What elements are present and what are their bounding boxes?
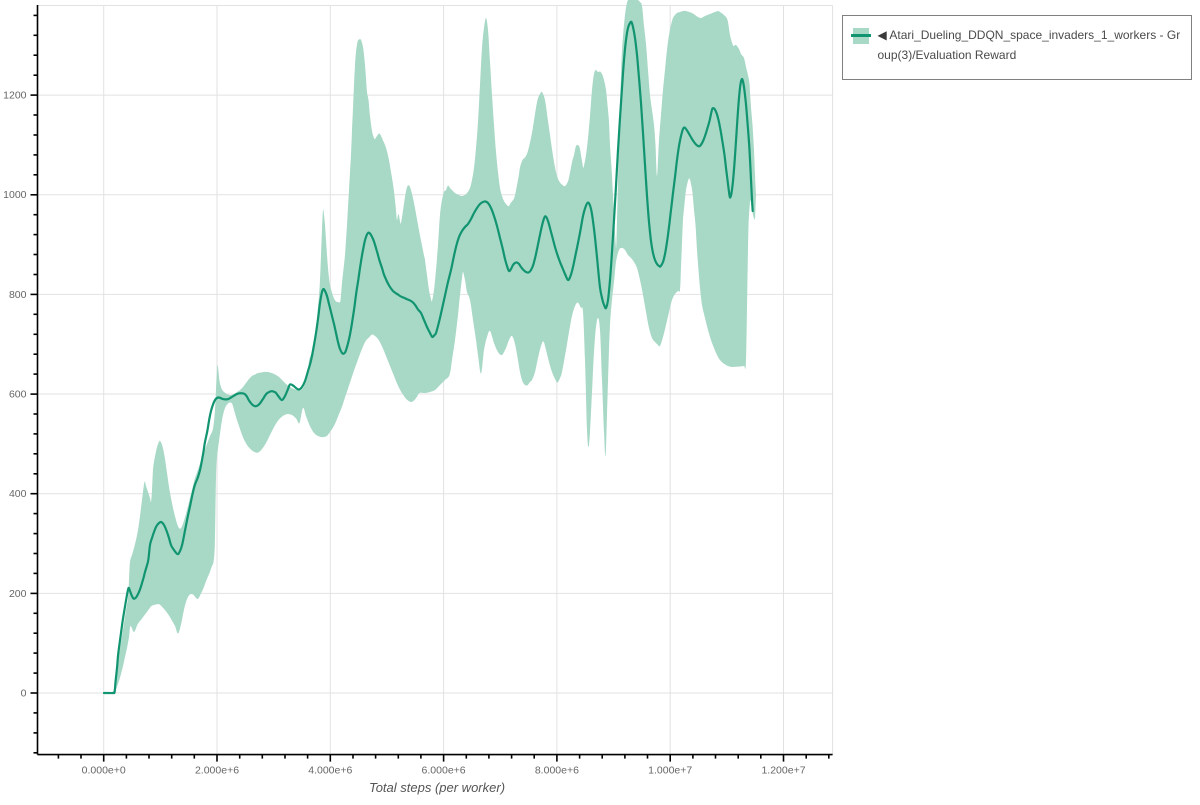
- svg-text:4.000e+6: 4.000e+6: [308, 765, 352, 777]
- svg-text:1.000e+7: 1.000e+7: [648, 765, 692, 777]
- svg-text:1200: 1200: [3, 90, 27, 102]
- svg-text:800: 800: [9, 289, 27, 301]
- svg-text:400: 400: [9, 488, 27, 500]
- svg-text:200: 200: [9, 588, 27, 600]
- svg-text:1.200e+7: 1.200e+7: [761, 765, 805, 777]
- svg-text:0.000e+0: 0.000e+0: [82, 765, 126, 777]
- svg-text:600: 600: [9, 389, 27, 401]
- svg-text:0: 0: [21, 688, 27, 700]
- svg-text:6.000e+6: 6.000e+6: [422, 765, 466, 777]
- svg-text:2.000e+6: 2.000e+6: [195, 765, 239, 777]
- svg-text:8.000e+6: 8.000e+6: [535, 765, 579, 777]
- svg-text:Total steps (per worker): Total steps (per worker): [369, 780, 505, 795]
- svg-text:1000: 1000: [3, 189, 27, 201]
